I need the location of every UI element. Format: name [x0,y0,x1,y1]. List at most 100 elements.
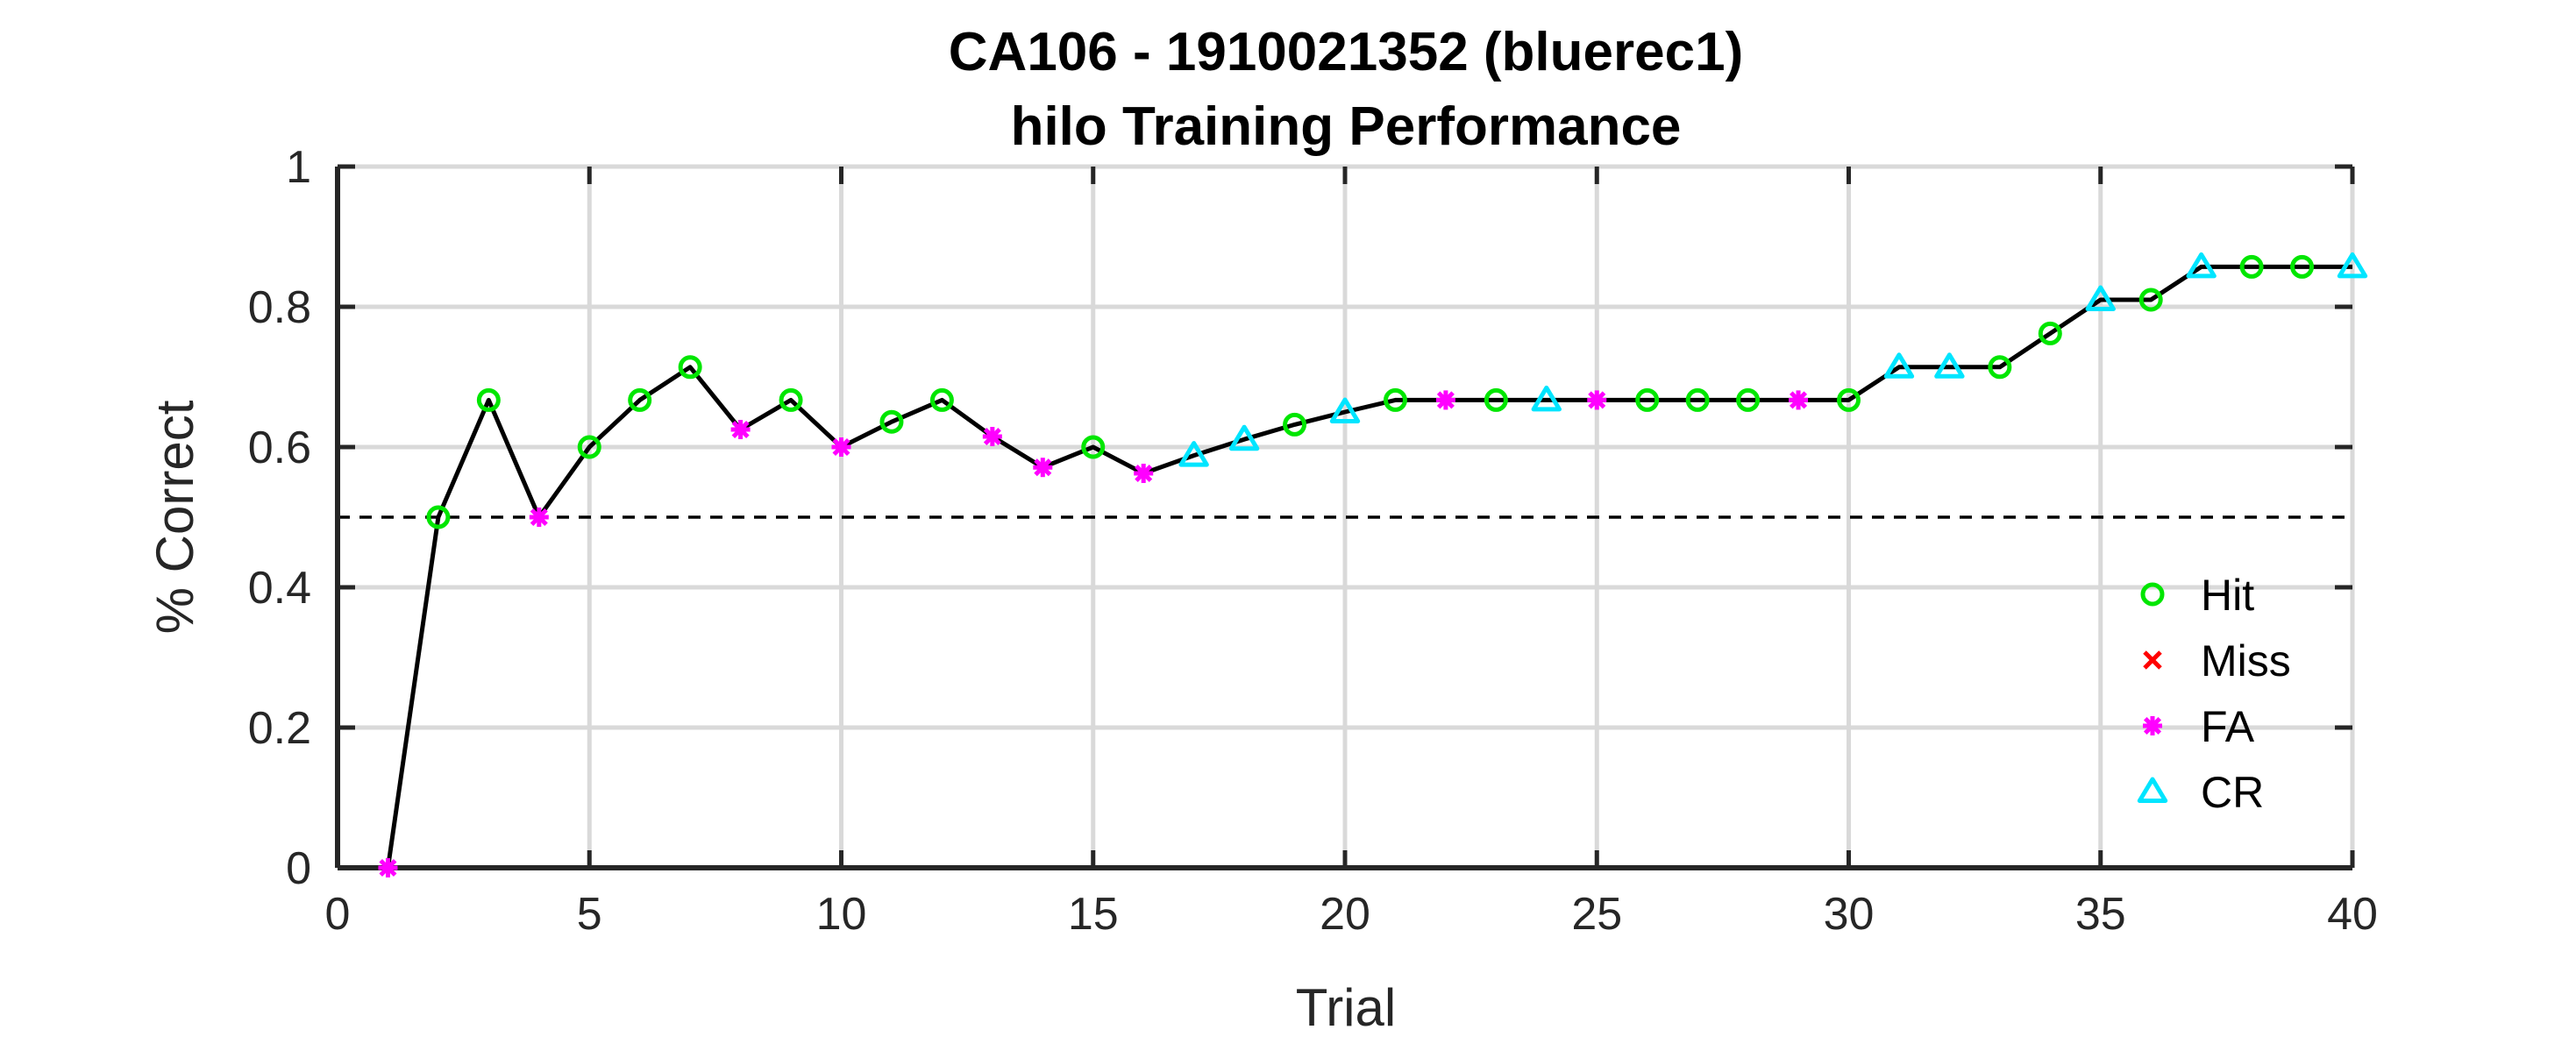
legend-label-hit: Hit [2201,571,2254,620]
hit-marker-shape [1081,435,1106,459]
hit-marker-shape [929,387,954,412]
cr-point [1178,441,1209,467]
hit-marker-shape [426,505,451,529]
legend-marker-fa [2143,716,2162,735]
fa-marker-stroke [731,420,750,439]
fa-point [1789,390,1809,410]
fa-marker-stroke [530,508,548,527]
fa-point [1587,390,1607,410]
hit-point [1484,387,1508,412]
fa-marker-stroke [1436,391,1455,409]
fa-marker-stroke [2143,716,2162,735]
cr-marker-shape [1329,397,1361,423]
hit-point [2239,254,2264,279]
fa-point [730,420,751,439]
hit-marker-shape [2140,582,2165,607]
hit-marker-shape [879,409,904,434]
hit-marker-shape [2138,288,2163,312]
hit-marker-shape [1635,387,1660,412]
cr-point [1883,352,1915,379]
legend: Hit Miss FA CR [2137,571,2291,817]
x-tick-label: 10 [816,889,867,940]
hit-point [426,505,451,529]
y-tick-label: 0.6 [248,423,311,473]
y-tick-label: 0 [286,843,311,894]
hit-point [2290,254,2315,279]
cr-point [1934,352,1965,379]
chart-title: CA106 - 1910021352 (bluerec1) [949,22,1743,82]
cr-marker-shape [2186,252,2217,279]
cr-marker-shape [2085,285,2116,311]
fa-point [982,427,1002,446]
y-tick-label: 1 [286,142,311,193]
hit-marker-shape [2239,254,2264,279]
cr-marker-shape [1228,424,1260,451]
performance-line [385,264,2352,869]
fa-point [831,437,851,457]
series-line [385,264,2352,869]
legend-label-cr: CR [2201,768,2264,817]
cr-marker-shape [2337,252,2368,279]
data-markers [378,252,2368,877]
hit-point [2038,321,2062,345]
hit-point [1736,387,1761,412]
fa-marker-stroke [983,427,1001,446]
y-tick-label: 0.8 [248,282,311,333]
hit-marker-shape [1988,355,2012,380]
hit-marker-shape [1837,387,1861,412]
cr-marker-shape [1178,441,1209,467]
chart-subtitle: hilo Training Performance [1011,96,1682,157]
x-tick-label: 25 [1571,889,1622,940]
x-axis-label: Trial [1296,978,1396,1037]
fa-point [1033,458,1053,478]
cr-point [1329,397,1361,423]
y-axis-label: % Correct [146,400,204,634]
cr-point [1531,385,1562,412]
hit-point [879,409,904,434]
hit-marker-shape [476,387,501,412]
legend-label-fa: FA [2201,702,2255,751]
hit-point [577,435,601,459]
hit-point [929,387,954,412]
fa-point [1134,464,1154,483]
miss-marker-stroke [2143,650,2162,670]
legend-marker-hit [2140,582,2165,607]
hit-point [1081,435,1106,459]
hit-marker-shape [628,387,652,412]
hit-marker-shape [1685,387,1710,412]
hit-point [628,387,652,412]
x-tick-label: 20 [1320,889,1370,940]
hit-point [678,355,702,380]
hit-marker-shape [1736,387,1761,412]
cr-point [2186,252,2217,279]
x-tick-label: 5 [577,889,602,940]
hit-point [476,387,501,412]
x-tick-label: 35 [2075,889,2126,940]
x-tick-label: 0 [325,889,351,940]
cr-point [1228,424,1260,451]
fa-marker-stroke [1790,391,1808,409]
hit-point [1685,387,1710,412]
hit-point [1635,387,1660,412]
hit-marker-shape [1383,387,1407,412]
legend-label-miss: Miss [2201,636,2291,685]
hit-marker-shape [1484,387,1508,412]
hit-marker-shape [678,355,702,380]
fa-point [529,508,549,527]
hit-point [1988,355,2012,380]
fa-marker-stroke [1588,391,1606,409]
x-tick-label: 30 [1824,889,1875,940]
cr-marker-shape [1531,385,1562,412]
hit-point [779,387,803,412]
fa-marker-stroke [379,858,397,877]
y-tick-label: 0.4 [248,563,311,614]
fa-point [378,858,398,877]
cr-marker-shape [1883,352,1915,379]
hit-point [1283,412,1307,437]
fa-point [1435,390,1455,410]
cr-point [2337,252,2368,279]
hit-marker-shape [577,435,601,459]
hit-marker-shape [779,387,803,412]
legend-marker-cr [2137,777,2168,803]
